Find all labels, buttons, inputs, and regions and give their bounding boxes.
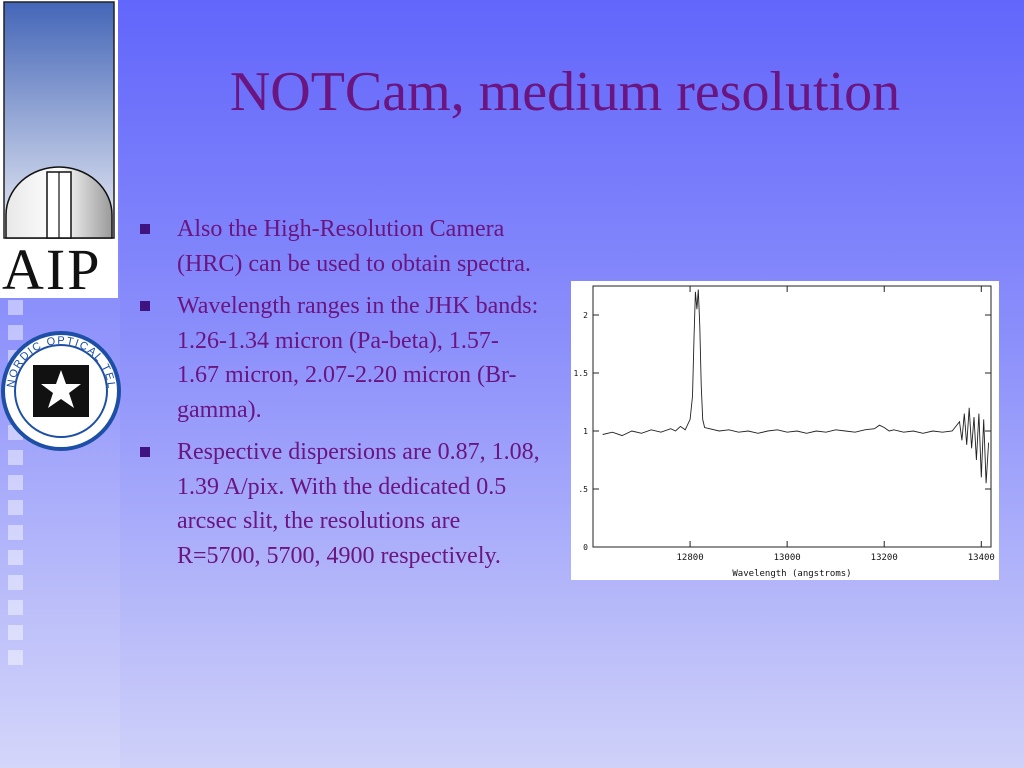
x-axis-label: Wavelength (angstroms): [732, 569, 851, 579]
bullet-list: Also the High-Resolution Camera (HRC) ca…: [140, 212, 540, 581]
observatory-dome-icon: [3, 1, 115, 239]
decorative-square: [8, 300, 23, 315]
y-tick-label: .5: [578, 485, 588, 494]
bullet-item: Wavelength ranges in the JHK bands: 1.26…: [140, 289, 540, 427]
bullet-text: Also the High-Resolution Camera (HRC) ca…: [177, 216, 531, 277]
bullet-marker: [140, 301, 150, 311]
aip-logo-text: AIP: [2, 237, 102, 302]
bullet-item: Also the High-Resolution Camera (HRC) ca…: [140, 212, 540, 281]
decorative-square: [8, 525, 23, 540]
decorative-square: [8, 650, 23, 665]
y-tick-label: 1.5: [574, 369, 589, 378]
bullet-item: Respective dispersions are 0.87, 1.08, 1…: [140, 435, 540, 573]
decorative-square: [8, 575, 23, 590]
bullet-text: Wavelength ranges in the JHK bands: 1.26…: [177, 293, 539, 423]
decorative-square: [8, 550, 23, 565]
x-tick-label: 13000: [774, 553, 801, 563]
page-title: NOTCam, medium resolution: [229, 61, 901, 123]
spectrum-chart: 12800 13000 13200 13400 0 .5 1 1.5 2 Wavelength …: [571, 281, 999, 580]
y-tick-label: 1: [583, 427, 588, 436]
bullet-marker: [140, 224, 150, 234]
aip-logo: AIP: [0, 0, 118, 302]
y-tick-label: 2: [583, 311, 588, 320]
star-emblem-icon: NORDIC OPTICAL TELESCOPE: [0, 319, 121, 451]
decorative-square: [8, 600, 23, 615]
y-tick-label: 0: [583, 543, 588, 552]
not-logo: NORDIC OPTICAL TELESCOPE: [0, 319, 122, 454]
plot-frame: [592, 285, 992, 548]
spectrum-line: [602, 289, 990, 484]
decorative-square: [8, 625, 23, 640]
bullet-text: Respective dispersions are 0.87, 1.08, 1…: [177, 439, 540, 569]
decorative-square: [8, 450, 23, 465]
decorative-square: [8, 475, 23, 490]
x-tick-label: 13400: [968, 553, 995, 563]
x-tick-label: 13200: [871, 553, 898, 563]
spectrum-chart-svg: 12800 13000 13200 13400 0 .5 1 1.5 2 Wavelength …: [574, 285, 995, 579]
x-tick-label: 12800: [677, 553, 704, 563]
decorative-square: [8, 500, 23, 515]
bullet-marker: [140, 447, 150, 457]
decorative-square: [8, 325, 23, 340]
